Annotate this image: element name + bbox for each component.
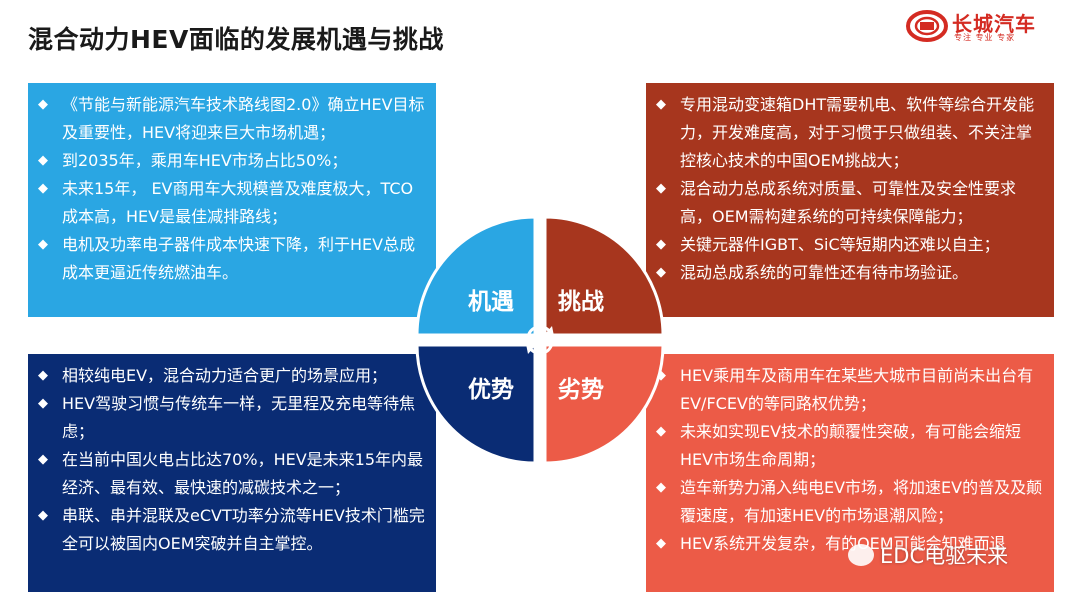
list-item: 混合动力总成系统对质量、可靠性及安全性要求高，OEM需构建系统的可持续保障能力； (656, 175, 1044, 231)
quadrant-label-opportunity: 机遇 (468, 289, 514, 315)
brand-name: 长城汽车 (952, 12, 1036, 36)
list-item: 在当前中国火电占比达70%，HEV是未来15年内最经济、最有效、最快速的减碳技术… (38, 446, 426, 502)
watermark-text: EDC电驱未来 (880, 544, 1009, 568)
quadrant-advantage (415, 343, 537, 465)
advantages-panel: 相较纯电EV，混合动力适合更广的场景应用； HEV驾驶习惯与传统车一样，无里程及… (28, 354, 436, 592)
list-item: HEV乘用车及商用车在某些大城市目前尚未出台有EV/FCEV的等同路权优势； (656, 362, 1044, 418)
quadrant-label-challenge: 挑战 (558, 289, 604, 315)
quadrant-opportunity (415, 215, 537, 337)
list-item: 未来如实现EV技术的颠覆性突破，有可能会缩短HEV市场生命周期； (656, 418, 1044, 474)
great-wall-emblem-icon (906, 10, 948, 42)
list-item: 串联、串并混联及eCVT功率分流等HEV技术门槛完全可以被国内OEM突破并自主掌… (38, 502, 426, 558)
quadrant-disadvantage (543, 343, 665, 465)
list-item: 相较纯电EV，混合动力适合更广的场景应用； (38, 362, 426, 390)
challenges-panel: 专用混动变速箱DHT需要机电、软件等综合开发能力，开发难度高，对于习惯于只做组装… (646, 83, 1054, 317)
list-item: 专用混动变速箱DHT需要机电、软件等综合开发能力，开发难度高，对于习惯于只做组装… (656, 91, 1044, 175)
watermark: EDC电驱未来 (848, 540, 1008, 570)
list-item: 造车新势力涌入纯电EV市场，将加速EV的普及及颠覆速度，有加速HEV的市场退潮风… (656, 474, 1044, 530)
list-item: HEV系统开发复杂，有的OEM可能会知难而退 (656, 530, 1044, 558)
list-item: 关键元器件IGBT、SiC等短期内还难以自主； (656, 231, 1044, 259)
quadrant-label-advantage: 优势 (468, 377, 514, 403)
list-item: 到2035年，乘用车HEV市场占比50%； (38, 147, 426, 175)
list-item: 《节能与新能源汽车技术路线图2.0》确立HEV目标及重要性，HEV将迎来巨大市场… (38, 91, 426, 147)
list-item: 未来15年， EV商用车大规模普及难度极大，TCO成本高，HEV是最佳减排路线； (38, 175, 426, 231)
page-title: 混合动力HEV面临的发展机遇与挑战 (28, 25, 444, 54)
swot-circle: 机遇 挑战 优势 劣势 (414, 214, 666, 466)
list-item: 混动总成系统的可靠性还有待市场验证。 (656, 259, 1044, 287)
list-item: 电机及功率电子器件成本快速下降，利于HEV总成成本更逼近传统燃油车。 (38, 231, 426, 287)
disadvantages-panel: HEV乘用车及商用车在某些大城市目前尚未出台有EV/FCEV的等同路权优势； 未… (646, 354, 1054, 592)
quadrant-label-disadvantage: 劣势 (558, 377, 604, 403)
brand-slogan: 专注 专业 专家 (954, 33, 1016, 42)
wechat-icon (848, 544, 874, 566)
opportunities-panel: 《节能与新能源汽车技术路线图2.0》确立HEV目标及重要性，HEV将迎来巨大市场… (28, 83, 436, 317)
cycle-arrows-icon (526, 325, 554, 355)
swot-quadrant-graphic (415, 215, 665, 465)
brand-logo: 长城汽车 专注 专业 专家 (906, 8, 1054, 44)
quadrant-challenge (543, 215, 665, 337)
list-item: HEV驾驶习惯与传统车一样，无里程及充电等待焦虑； (38, 390, 426, 446)
